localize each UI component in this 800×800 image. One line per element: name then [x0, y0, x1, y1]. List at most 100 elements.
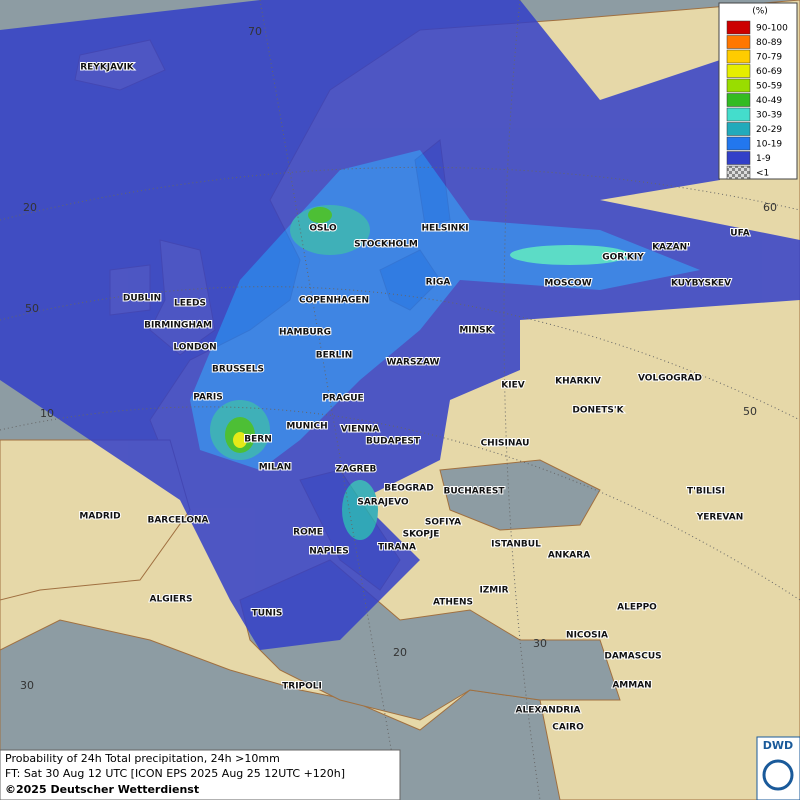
precipitation	[0, 0, 800, 650]
city-label: YEREVAN	[696, 513, 744, 523]
legend-swatch	[726, 136, 751, 151]
grid-label: 50	[25, 302, 39, 315]
city-label: ISTANBUL	[491, 540, 541, 550]
city-label: MOSCOW	[544, 279, 591, 289]
grid-label: 70	[248, 25, 262, 38]
grid-label: 60	[763, 201, 777, 214]
footer-line: Probability of 24h Total precipitation, …	[5, 752, 280, 765]
city-label: KUYBYSKEV	[671, 279, 731, 289]
city-label: MINSK	[459, 326, 493, 336]
legend-swatch	[726, 35, 751, 49]
city-label: BRUSSELS	[212, 365, 264, 375]
city-label: TUNIS	[252, 609, 283, 619]
city-label: REYKJAVIK	[80, 63, 135, 73]
city-label: BARCELONA	[147, 516, 208, 526]
legend-label: 1-9	[756, 154, 771, 164]
city-label: STOCKHOLM	[354, 240, 418, 250]
city-label: NAPLES	[309, 547, 348, 557]
legend-swatch	[726, 151, 751, 165]
legend-label: 30-39	[756, 111, 782, 121]
city-label: ATHENS	[433, 598, 473, 608]
city-label: CHISINAU	[481, 439, 530, 449]
city-label: IZMIR	[479, 586, 508, 596]
city-label: ALEPPO	[617, 603, 657, 613]
city-label: AMMAN	[612, 681, 651, 691]
city-label: SOFIYA	[425, 518, 461, 528]
logo: DWD	[756, 736, 800, 800]
legend-swatch	[726, 165, 751, 180]
legend-label: 80-89	[756, 38, 782, 48]
footer: Probability of 24h Total precipitation, …	[0, 749, 401, 800]
city-label: KAZAN'	[652, 243, 690, 253]
legend-label: 20-29	[756, 125, 782, 135]
city-label: ALEXANDRIA	[516, 706, 581, 716]
city-label: ZAGREB	[336, 465, 377, 475]
city-label: COPENHAGEN	[299, 296, 369, 306]
legend-swatch	[726, 107, 751, 122]
legend-swatch	[726, 49, 751, 64]
city-label: MILAN	[259, 463, 292, 473]
city-label: BERLIN	[316, 351, 353, 361]
grid-label: 50	[743, 405, 757, 418]
city-label: GOR'KIY	[602, 253, 644, 263]
city-label: T'BILISI	[687, 487, 725, 497]
legend-title: (%)	[752, 7, 768, 17]
city-label: WARSZAW	[387, 358, 440, 368]
legend-label: <1	[756, 169, 769, 179]
city-label: BIRMINGHAM	[144, 321, 212, 331]
footer-box	[0, 749, 401, 800]
city-label: ROME	[293, 528, 323, 538]
city-label: UFA	[730, 229, 749, 239]
city-label: DUBLIN	[123, 294, 161, 304]
city-label: OSLO	[309, 224, 337, 234]
city-label: HELSINKI	[421, 224, 468, 234]
grid-label: 10	[40, 407, 54, 420]
legend-swatch	[726, 93, 751, 107]
legend-label: 50-59	[756, 82, 782, 92]
legend-swatch	[726, 122, 751, 136]
grid-label: 20	[393, 646, 407, 659]
city-label: TRIPOLI	[282, 682, 322, 692]
city-label: DONETS'K	[572, 406, 624, 416]
city-label: MADRID	[79, 512, 120, 522]
logo-icon	[762, 759, 794, 791]
city-label: BUCHAREST	[444, 487, 506, 497]
footer-line: ©2025 Deutscher Wetterdienst	[5, 783, 199, 796]
city-label: KHARKIV	[555, 377, 601, 387]
logo-text: DWD	[763, 739, 793, 752]
city-label: SARAJEVO	[357, 498, 409, 508]
city-label: SKOPJE	[403, 530, 440, 540]
city-label: BEOGRAD	[384, 484, 433, 494]
city-label: CAIRO	[552, 723, 584, 733]
city-label: VIENNA	[341, 425, 380, 435]
city-label: BUDAPEST	[366, 437, 421, 447]
city-label: LONDON	[173, 343, 216, 353]
city-label: KIEV	[501, 381, 524, 391]
city-label: BERN	[244, 435, 271, 445]
legend-label: 40-49	[756, 96, 782, 106]
city-label: TIRANA	[378, 543, 416, 553]
legend-swatch	[726, 64, 751, 78]
city-label: LEEDS	[174, 299, 206, 309]
city-label: RIGA	[426, 278, 451, 288]
city-label: NICOSIA	[566, 631, 608, 641]
footer-line: FT: Sat 30 Aug 12 UTC [ICON EPS 2025 Aug…	[5, 767, 345, 780]
city-label: ANKARA	[548, 551, 590, 561]
legend-swatch	[726, 20, 751, 35]
legend: (%) 90-100 80-89 70-79 60-69 50-59 40-49 30-39…	[718, 2, 798, 180]
city-label: DAMASCUS	[604, 652, 661, 662]
city-label: VOLGOGRAD	[638, 374, 702, 384]
city-label: MUNICH	[286, 422, 327, 432]
legend-label: 90-100	[756, 24, 788, 34]
grid-label: 30	[20, 679, 34, 692]
legend-swatch	[726, 78, 751, 93]
grid-label: 30	[533, 637, 547, 650]
legend-label: 60-69	[756, 67, 782, 77]
city-label: PRAGUE	[322, 394, 363, 404]
city-label: PARIS	[193, 393, 223, 403]
legend-label: 10-19	[756, 140, 782, 150]
grid-label: 20	[23, 201, 37, 214]
